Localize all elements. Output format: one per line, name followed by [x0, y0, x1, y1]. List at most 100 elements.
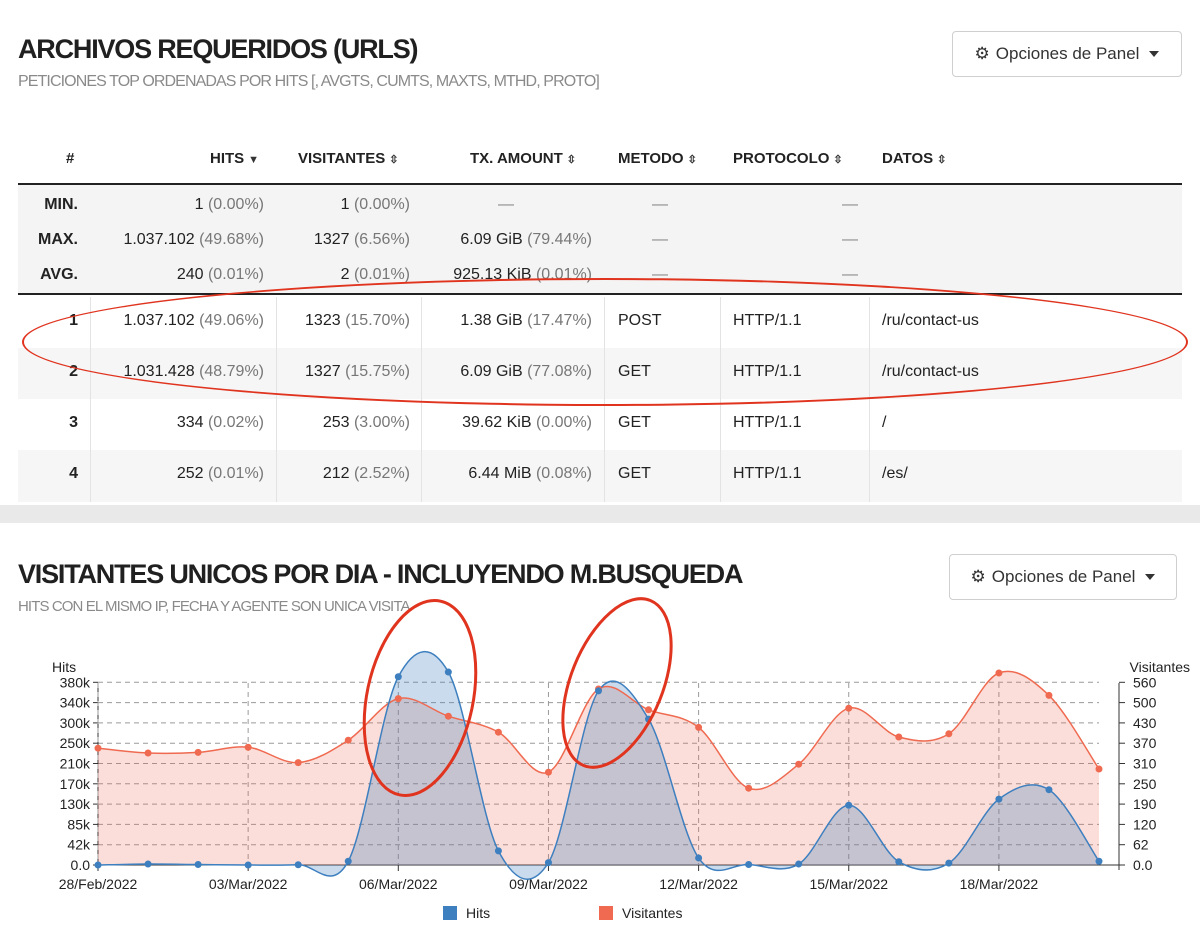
y-tick-label-left: 170k [60, 776, 91, 792]
summary-tx-value: 925.13 KiB [453, 266, 532, 283]
x-tick-label: 28/Feb/2022 [59, 876, 138, 892]
y-tick-label-right: 120 [1133, 816, 1157, 832]
col-header-tx[interactable]: TX. AMOUNT ⇳ [470, 150, 576, 167]
col-header-method-label: METODO [618, 150, 684, 167]
row-number: 2 [69, 363, 78, 380]
caret-down-icon [1145, 574, 1156, 580]
summary-tx: — [420, 196, 592, 214]
col-header-method[interactable]: METODO ⇳ [618, 150, 697, 167]
summary-visitors: 1 (0.00%) [280, 196, 410, 214]
summary-visitors-pct: (6.56%) [353, 231, 410, 248]
table-row[interactable] [18, 450, 1182, 502]
col-header-num: # [66, 150, 75, 167]
summary-hits: 1.037.102 (49.68%) [90, 231, 264, 249]
row-protocol: HTTP/1.1 [733, 363, 802, 380]
x-tick-label: 18/Mar/2022 [960, 876, 1039, 892]
summary-visitors-value: 1 [340, 196, 350, 213]
row-visitors: 1323 (15.70%) [280, 312, 410, 330]
gear-icon: ⚙ [970, 567, 986, 586]
summary-hits-value: 1.037.102 [123, 231, 195, 248]
panel-subtitle: PETICIONES TOP ORDENADAS POR HITS [, AVG… [18, 73, 600, 90]
row-hits: 252 (0.01%) [90, 465, 264, 483]
y-tick-label-left: 42k [67, 837, 91, 853]
visitors-chart: 0.0 0.0 42k 62 85k 120 130k 190 170k 250 210k 310 25… [52, 597, 1190, 921]
visitors-point [494, 728, 502, 736]
visitors-point [895, 733, 903, 741]
row-tx-pct: (0.08%) [535, 465, 592, 482]
y-tick-label-left: 210k [60, 756, 91, 772]
row-method: GET [618, 414, 651, 431]
panel-options-label: Opciones de Panel [991, 567, 1136, 586]
hits-point [144, 860, 152, 868]
annotation-ellipse [561, 597, 673, 769]
visitors-point [695, 723, 703, 731]
summary-hits: 240 (0.01%) [90, 266, 264, 284]
visitors-point [94, 744, 102, 752]
row-data-link[interactable]: /ru/contact-us [882, 363, 979, 380]
y-tick-label-left: 250k [60, 735, 91, 751]
row-visitors-pct: (2.52%) [353, 465, 410, 482]
summary-visitors: 1327 (6.56%) [280, 231, 410, 249]
row-hits: 1.037.102 (49.06%) [90, 312, 264, 330]
hits-point [194, 861, 202, 869]
summary-tx: 925.13 KiB (0.01%) [420, 266, 592, 284]
hits-point [294, 861, 302, 869]
summary-visitors-value: 1327 [313, 231, 350, 248]
col-header-hits[interactable]: HITS ▼ [210, 150, 259, 167]
table-row[interactable] [18, 348, 1182, 399]
panel-subtitle: HITS CON EL MISMO IP, FECHA Y AGENTE SON… [18, 598, 410, 615]
row-data-link[interactable]: /es/ [882, 465, 908, 482]
table-row[interactable] [18, 297, 1182, 348]
row-tx-value: 39.62 KiB [462, 414, 532, 431]
y-axis-title-right: Visitantes [1130, 659, 1190, 675]
row-tx-pct: (17.47%) [527, 312, 592, 329]
visitors-point [845, 704, 853, 712]
sort-icon: ⇳ [833, 154, 843, 166]
hits-point [795, 860, 803, 868]
row-method: GET [618, 465, 651, 482]
panel-options-label: Opciones de Panel [995, 44, 1140, 63]
y-tick-label-right: 370 [1133, 735, 1157, 751]
x-tick-label: 12/Mar/2022 [659, 876, 738, 892]
visitors-point [645, 706, 653, 714]
column-separator [90, 297, 91, 502]
panel-options-button[interactable]: ⚙ Opciones de Panel [952, 31, 1182, 77]
x-tick-label: 06/Mar/2022 [359, 876, 438, 892]
legend-swatch-visitors [599, 906, 613, 920]
col-header-data-label: DATOS [882, 150, 934, 167]
table-row[interactable] [18, 399, 1182, 450]
row-number: 4 [69, 465, 78, 482]
col-header-visitors[interactable]: VISITANTES ⇳ [298, 150, 398, 167]
sort-icon: ⇳ [687, 154, 697, 166]
col-header-hits-label: HITS [210, 150, 245, 167]
visitors-point [1095, 765, 1103, 773]
summary-block [18, 185, 1182, 293]
summary-divider [18, 293, 1182, 295]
column-separator [604, 297, 605, 502]
visitors-point [544, 768, 552, 776]
summary-tx-pct: (79.44%) [527, 231, 592, 248]
hits-point [745, 861, 753, 869]
row-visitors: 253 (3.00%) [280, 414, 410, 432]
sort-icon: ⇳ [566, 154, 576, 166]
row-number: 3 [69, 414, 78, 431]
y-tick-label-right: 250 [1133, 776, 1157, 792]
panel-options-button[interactable]: ⚙ Opciones de Panel [949, 554, 1177, 600]
col-header-protocol[interactable]: PROTOCOLO ⇳ [733, 150, 843, 167]
row-data-link[interactable]: / [882, 414, 887, 431]
row-hits-value: 1.037.102 [123, 312, 195, 329]
summary-tx-value: — [498, 196, 514, 213]
row-visitors: 1327 (15.75%) [280, 363, 410, 381]
y-tick-label-left: 340k [60, 695, 91, 711]
col-header-data[interactable]: DATOS ⇳ [882, 150, 946, 167]
row-tx-pct: (77.08%) [527, 363, 592, 380]
hits-point [1095, 857, 1103, 865]
hits-point [494, 847, 502, 855]
hits-point [1045, 786, 1053, 794]
row-tx-pct: (0.00%) [535, 414, 592, 431]
summary-visitors-value: 2 [340, 266, 350, 283]
y-tick-label-right: 560 [1133, 674, 1157, 690]
row-data-link[interactable]: /ru/contact-us [882, 312, 979, 329]
summary-visitors-pct: (0.00%) [353, 196, 410, 213]
row-hits: 334 (0.02%) [90, 414, 264, 432]
